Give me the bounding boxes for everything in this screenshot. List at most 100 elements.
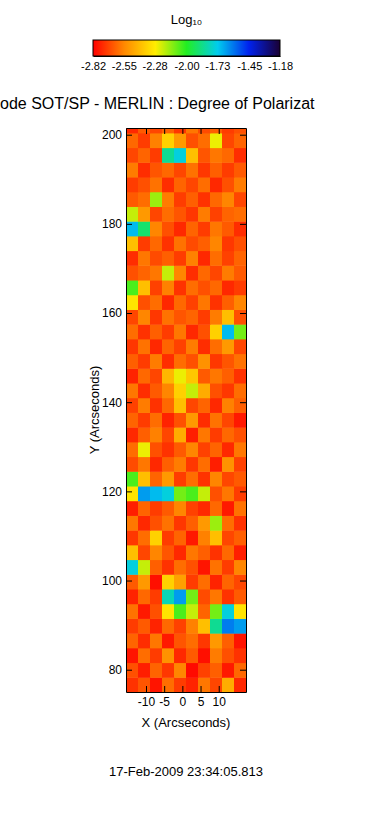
x-axis-tick: 0 [180, 686, 187, 709]
cell [198, 501, 211, 516]
cell [174, 383, 187, 398]
cell [138, 383, 151, 398]
cell [174, 148, 187, 163]
y-axis-tick-label: 120 [102, 485, 122, 499]
cell [150, 324, 163, 339]
cell [186, 354, 199, 369]
cell [126, 427, 139, 442]
cell [234, 633, 246, 648]
x-axis-top-line [127, 128, 247, 129]
y-axis-tick: 140 [102, 396, 132, 410]
cell [150, 354, 163, 369]
cell [162, 309, 175, 324]
cell [186, 309, 199, 324]
cell [162, 221, 175, 236]
x-axis-line [127, 692, 247, 693]
cell [186, 501, 199, 516]
cell [198, 162, 211, 177]
cell [210, 192, 223, 207]
cell [222, 324, 235, 339]
cell [138, 574, 151, 589]
cell [210, 574, 223, 589]
cell [138, 295, 151, 310]
x-axis-tick-mark [182, 686, 183, 692]
cell [174, 354, 187, 369]
cell [162, 251, 175, 266]
cell [186, 677, 199, 692]
cell [126, 677, 139, 692]
cell [126, 618, 139, 633]
cell [174, 398, 187, 413]
cell [138, 280, 151, 295]
cell [210, 530, 223, 545]
cell [174, 530, 187, 545]
cell [162, 192, 175, 207]
cell [150, 545, 163, 560]
cell [126, 309, 139, 324]
cell [210, 648, 223, 663]
color-bar-axis-line [94, 56, 281, 57]
cell [138, 148, 151, 163]
cell [138, 354, 151, 369]
cell [126, 604, 139, 619]
cell [126, 515, 139, 530]
cell [210, 618, 223, 633]
cell [222, 442, 235, 457]
cell [174, 515, 187, 530]
timestamp: 17-Feb-2009 23:34:05.813 [109, 764, 263, 779]
cell [150, 133, 163, 148]
y-axis-title: Y (Arcseconds) [87, 366, 102, 455]
cell [198, 398, 211, 413]
cell [138, 604, 151, 619]
color-bar-axis-tick: -2.82 [81, 56, 106, 72]
cell [234, 295, 246, 310]
cell [210, 383, 223, 398]
cell [150, 162, 163, 177]
cell [222, 560, 235, 575]
y-axis-tick-mark [126, 224, 132, 225]
cell [174, 177, 187, 192]
cell [162, 663, 175, 678]
cell [126, 368, 139, 383]
y-axis-tick: 100 [102, 574, 132, 588]
cell [198, 221, 211, 236]
cell [174, 574, 187, 589]
cell [186, 251, 199, 266]
cell [234, 648, 246, 663]
cell [162, 383, 175, 398]
cell [234, 398, 246, 413]
cell [138, 206, 151, 221]
cell [198, 265, 211, 280]
cell [138, 530, 151, 545]
cell [138, 677, 151, 692]
y-axis-right-tick [240, 491, 246, 492]
cell [198, 471, 211, 486]
y-axis-right-tick-mark [240, 581, 246, 582]
cell [126, 457, 139, 472]
cell [174, 648, 187, 663]
x-axis-tick-label: 0 [180, 695, 187, 709]
cell [150, 206, 163, 221]
cell [198, 633, 211, 648]
cell [222, 648, 235, 663]
y-axis-right-tick-mark [240, 402, 246, 403]
color-bar-axis-tick: -1.45 [237, 56, 262, 72]
y-axis-right-tick [240, 670, 246, 671]
cell [198, 648, 211, 663]
cell [210, 162, 223, 177]
cell [186, 604, 199, 619]
y-axis-tick-label: 80 [109, 663, 123, 677]
x-axis-top-tick-mark [182, 128, 183, 134]
cell [198, 354, 211, 369]
cell [138, 133, 151, 148]
cell [222, 368, 235, 383]
cell [234, 618, 246, 633]
cell [150, 251, 163, 266]
cell [198, 560, 211, 575]
cell [162, 486, 175, 501]
cell [234, 427, 246, 442]
cell [198, 368, 211, 383]
cell [150, 515, 163, 530]
cell [234, 545, 246, 560]
cell [162, 177, 175, 192]
